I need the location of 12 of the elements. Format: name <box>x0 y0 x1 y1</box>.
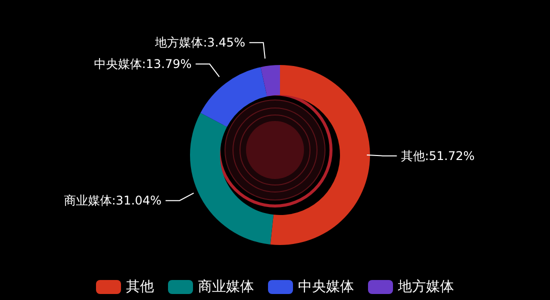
legend-label: 中央媒体 <box>298 278 354 296</box>
data-label: 其他:51.72% <box>400 148 475 163</box>
legend-label: 商业媒体 <box>198 278 254 296</box>
data-label: 地方媒体:3.45% <box>154 36 246 50</box>
data-label: 商业媒体:31.04% <box>64 194 162 208</box>
donut-slice <box>190 112 274 244</box>
donut-slice <box>270 65 370 245</box>
donut-slice <box>260 65 280 96</box>
data-label: 中央媒体:13.79% <box>94 57 192 72</box>
donut-slice <box>200 67 268 127</box>
legend-label: 地方媒体 <box>398 278 454 296</box>
legend-label: 其他 <box>126 278 154 296</box>
